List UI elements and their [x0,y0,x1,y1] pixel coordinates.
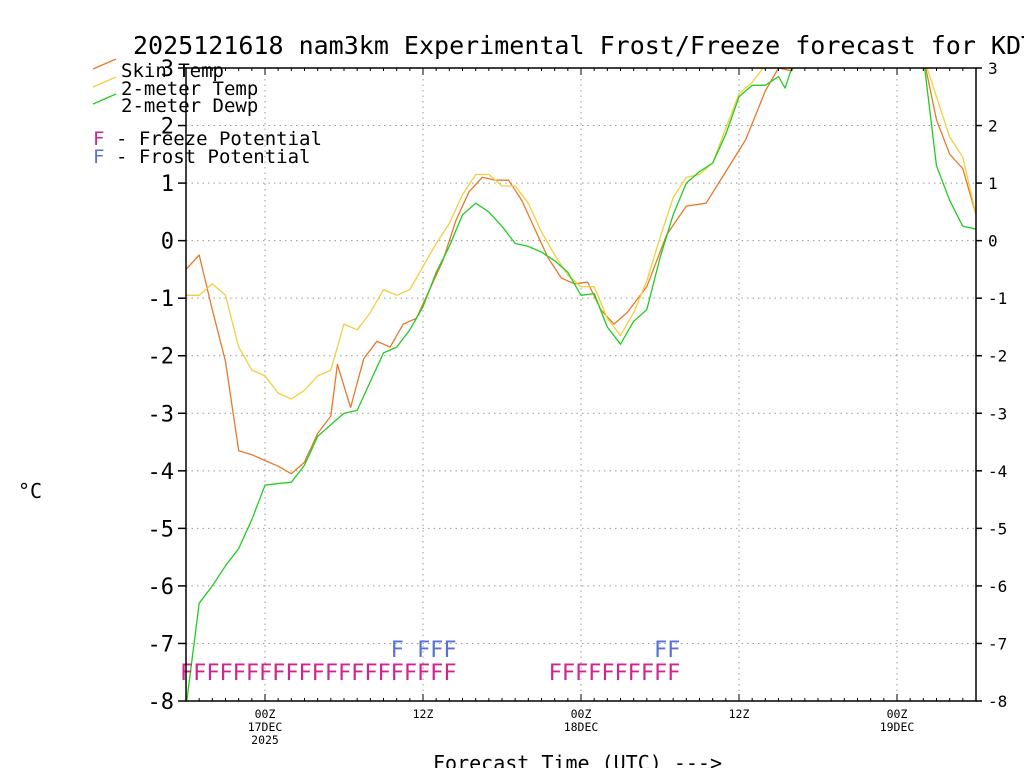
freeze-mark: F [601,661,614,686]
freeze-mark: F [220,661,233,686]
y-tick-label-left: -1 [148,287,175,312]
legend-marker: F [93,128,104,150]
freeze-mark: F [246,661,259,686]
freeze-mark: F [588,661,601,686]
y-tick-label-right: -1 [988,289,1007,308]
x-tick-label: 18DEC [564,720,599,734]
x-tick-label: 12Z [729,707,750,721]
y-tick-label-left: -8 [148,690,175,715]
series-layer [186,68,976,701]
y-tick-label-right: -4 [988,462,1007,481]
x-tick-label: 19DEC [880,720,915,734]
y-tick-label-left: -3 [148,402,175,427]
series-line-skin-temp [186,68,976,475]
y-tick-label-right: -6 [988,577,1007,596]
freeze-mark: F [615,661,628,686]
frost-mark: F [443,638,456,663]
freeze-mark: F [351,661,364,686]
legend-label: Skin Temp [121,60,224,82]
y-tick-label-left: 0 [161,230,174,255]
series-line-2-meter-temp [186,68,976,400]
y-tick-label-left: 1 [161,172,174,197]
freeze-mark: F [430,661,443,686]
freeze-mark: F [285,661,298,686]
freeze-mark: F [193,661,206,686]
legend-swatch [92,93,117,105]
x-tick-label: 12Z [413,707,434,721]
legend-label: 2-meter Dewp [121,95,258,117]
freeze-mark: F [299,661,312,686]
freeze-mark: F [378,661,391,686]
freeze-mark: F [272,661,285,686]
legend-label: - Frost Potential [116,146,310,168]
freeze-mark: F [417,661,430,686]
series-line-2-meter-dewp [186,68,976,701]
freeze-mark: F [259,661,272,686]
y-tick-label-left: -5 [148,517,175,542]
y-tick-label-left: -6 [148,575,175,600]
freeze-mark: F [325,661,338,686]
y-tick-label-right: 2 [988,117,998,136]
frost-mark: F [667,638,680,663]
freeze-mark: F [562,661,575,686]
frost-mark: F [417,638,430,663]
frost-mark: F [654,638,667,663]
y-tick-label-left: -4 [148,460,175,485]
y-tick-label-left: -7 [148,632,175,657]
legend-label: 2-meter Temp [121,78,258,100]
y-tick-label-right: -2 [988,347,1007,366]
freeze-mark: F [443,661,456,686]
x-tick-label: 00Z [571,707,592,721]
y-tick-label-left: -2 [148,345,175,370]
frost-mark: F [391,638,404,663]
y-tick-label-right: -5 [988,519,1007,538]
freeze-mark: F [206,661,219,686]
legend-marker: F [93,146,104,168]
y-tick-label-left: 3 [161,57,174,82]
x-tick-label: 00Z [887,707,908,721]
x-tick-label: 17DEC [248,720,283,734]
y-tick-label-right: -8 [988,692,1007,711]
freeze-mark: F [628,661,641,686]
chart-title: 2025121618 nam3km Experimental Frost/Fre… [133,31,1024,60]
freeze-mark: F [233,661,246,686]
legend-swatch [92,58,117,70]
freeze-mark: F [364,661,377,686]
freeze-mark: F [312,661,325,686]
y-tick-label-right: 0 [988,232,998,251]
frost-mark: F [430,638,443,663]
freeze-mark: F [338,661,351,686]
y-tick-label-right: 1 [988,174,998,193]
freeze-mark: F [575,661,588,686]
y-axis-right: -8 -7 -6 -5 -4 -3 -2 -1 0 1 2 3 [976,59,1007,711]
grid [186,68,976,701]
legend-swatch [92,76,117,88]
x-tick-label: 2025 [251,733,279,747]
freeze-mark: F [391,661,404,686]
y-axis-label: °C [18,479,42,503]
potential-marks: F F F F F FF F F F F F F F F F F F F F F F F F F F F F F F F F F F F F F [180,638,680,686]
x-axis-label: Forecast Time (UTC) ---> [433,751,722,768]
freeze-mark: F [549,661,562,686]
y-tick-label-left: 2 [161,115,174,140]
y-axis-left: -8 -7 -6 -5 -4 -3 -2 -1 0 1 2 3 [148,57,186,715]
legend-label: - Freeze Potential [116,128,322,150]
y-tick-label-right: -7 [988,634,1007,653]
freeze-mark: F [641,661,654,686]
y-tick-label-right: -3 [988,404,1007,423]
freeze-mark: F [667,661,680,686]
freeze-mark: F [654,661,667,686]
freeze-mark: F [404,661,417,686]
x-tick-label: 00Z [255,707,276,721]
y-tick-label-right: 3 [988,59,998,78]
